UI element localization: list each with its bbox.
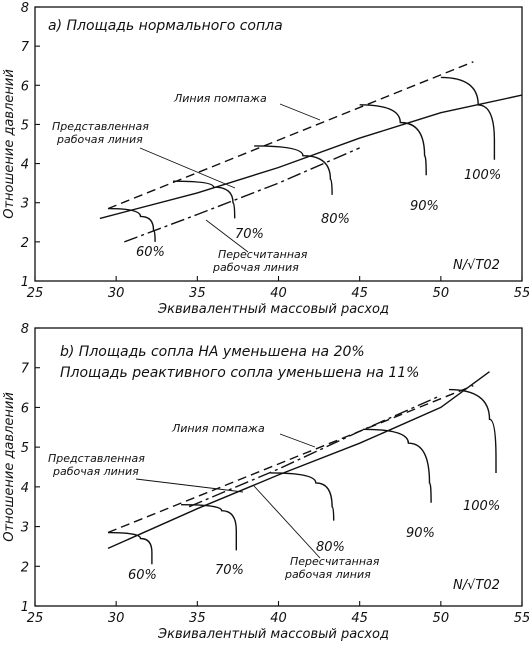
y-tick-label: 8	[21, 1, 29, 16]
speed-line-label: 100%	[463, 499, 500, 514]
x-tick-label: 25	[27, 286, 44, 301]
recalculated-working-line	[188, 394, 442, 508]
speed-line-label: 100%	[464, 168, 501, 183]
surge-line	[107, 384, 474, 534]
speed-line-label: 90%	[410, 199, 439, 214]
speed-line-60pct	[108, 531, 153, 565]
surge-annotation-leader	[279, 433, 316, 448]
x-tick-label: 30	[108, 286, 125, 301]
y-tick-label: 5	[21, 118, 29, 133]
parameter-label: N/√T02	[453, 578, 500, 593]
presented-line-annotation: рабочая линия	[52, 465, 139, 478]
y-tick-label: 2	[21, 236, 29, 251]
x-tick-label: 30	[108, 611, 125, 626]
y-tick-label: 4	[21, 481, 29, 496]
surge-line-annotation: Линия помпажа	[171, 422, 265, 435]
speed-line-100pct	[448, 388, 497, 473]
x-tick-label: 45	[351, 286, 368, 301]
y-tick-label: 3	[21, 197, 29, 212]
x-tick-label: 35	[189, 611, 206, 626]
x-tick-label: 35	[189, 286, 206, 301]
surge-annotation-leader	[279, 103, 321, 121]
presented-working-line	[107, 371, 490, 550]
speed-line-label: 70%	[235, 227, 264, 242]
recalculated-annotation-leader	[253, 485, 321, 559]
x-tick-label: 40	[270, 611, 287, 626]
speed-line-label: 80%	[321, 212, 350, 227]
y-axis-label: Отношение давлений	[2, 69, 17, 219]
recalculated-working-line	[124, 147, 360, 243]
y-tick-label: 7	[21, 362, 30, 377]
y-tick-label: 5	[21, 441, 29, 456]
x-tick-label: 25	[27, 611, 44, 626]
y-axis-label: Отношение давлений	[2, 392, 17, 542]
x-axis-label: Эквивалентный массовый расход	[157, 627, 389, 642]
y-tick-label: 1	[21, 275, 29, 290]
speed-line-label: 80%	[316, 540, 345, 555]
surge-line	[107, 61, 474, 210]
presented-annotation-leader	[135, 478, 244, 493]
chart-subtitle: Площадь реактивного сопла уменьшена на 1…	[60, 365, 419, 381]
recalculated-line-annotation: рабочая линия	[212, 261, 299, 274]
y-tick-label: 8	[21, 322, 29, 337]
x-tick-label: 40	[270, 286, 287, 301]
recalculated-line-annotation: Пересчитанная	[290, 555, 380, 568]
y-tick-label: 6	[21, 79, 29, 94]
recalculated-line-annotation: Пересчитанная	[218, 248, 308, 261]
x-axis-label: Эквивалентный массовый расход	[157, 302, 389, 317]
presented-annotation-leader	[139, 147, 236, 189]
y-tick-label: 1	[21, 600, 29, 615]
presented-line-annotation: Представленная	[52, 120, 149, 133]
parameter-label: N/√T02	[453, 258, 500, 273]
speed-line-70pct	[172, 180, 236, 219]
x-tick-label: 45	[351, 611, 368, 626]
y-tick-label: 6	[21, 401, 29, 416]
speed-line-90pct	[359, 104, 427, 176]
y-tick-label: 4	[21, 158, 29, 173]
speed-line-90pct	[362, 428, 432, 503]
y-tick-label: 7	[21, 40, 30, 55]
presented-line-annotation: рабочая линия	[56, 133, 143, 146]
speed-line-70pct	[181, 504, 237, 551]
presented-working-line	[99, 94, 523, 220]
x-tick-label: 55	[514, 611, 529, 626]
presented-line-annotation: Представленная	[48, 452, 145, 465]
speed-line-80pct	[270, 472, 335, 521]
y-tick-label: 3	[21, 521, 29, 536]
x-tick-label: 50	[433, 286, 450, 301]
x-tick-label: 50	[433, 611, 450, 626]
chart-title: b) Площадь сопла НА уменьшена на 20%	[60, 344, 365, 360]
speed-line-label: 60%	[128, 568, 157, 583]
recalculated-line-annotation: рабочая линия	[284, 568, 371, 581]
speed-line-60pct	[108, 207, 156, 242]
x-tick-label: 55	[514, 286, 529, 301]
chart-title: a) Площадь нормального сопла	[48, 18, 283, 34]
speed-line-label: 60%	[136, 245, 165, 260]
speed-line-label: 70%	[215, 563, 244, 578]
surge-line-annotation: Линия помпажа	[173, 92, 267, 105]
speed-line-label: 90%	[406, 526, 435, 541]
y-tick-label: 2	[21, 560, 29, 575]
speed-line-100pct	[440, 76, 496, 160]
recalculated-annotation-leader	[205, 219, 249, 253]
speed-line-80pct	[254, 145, 333, 195]
